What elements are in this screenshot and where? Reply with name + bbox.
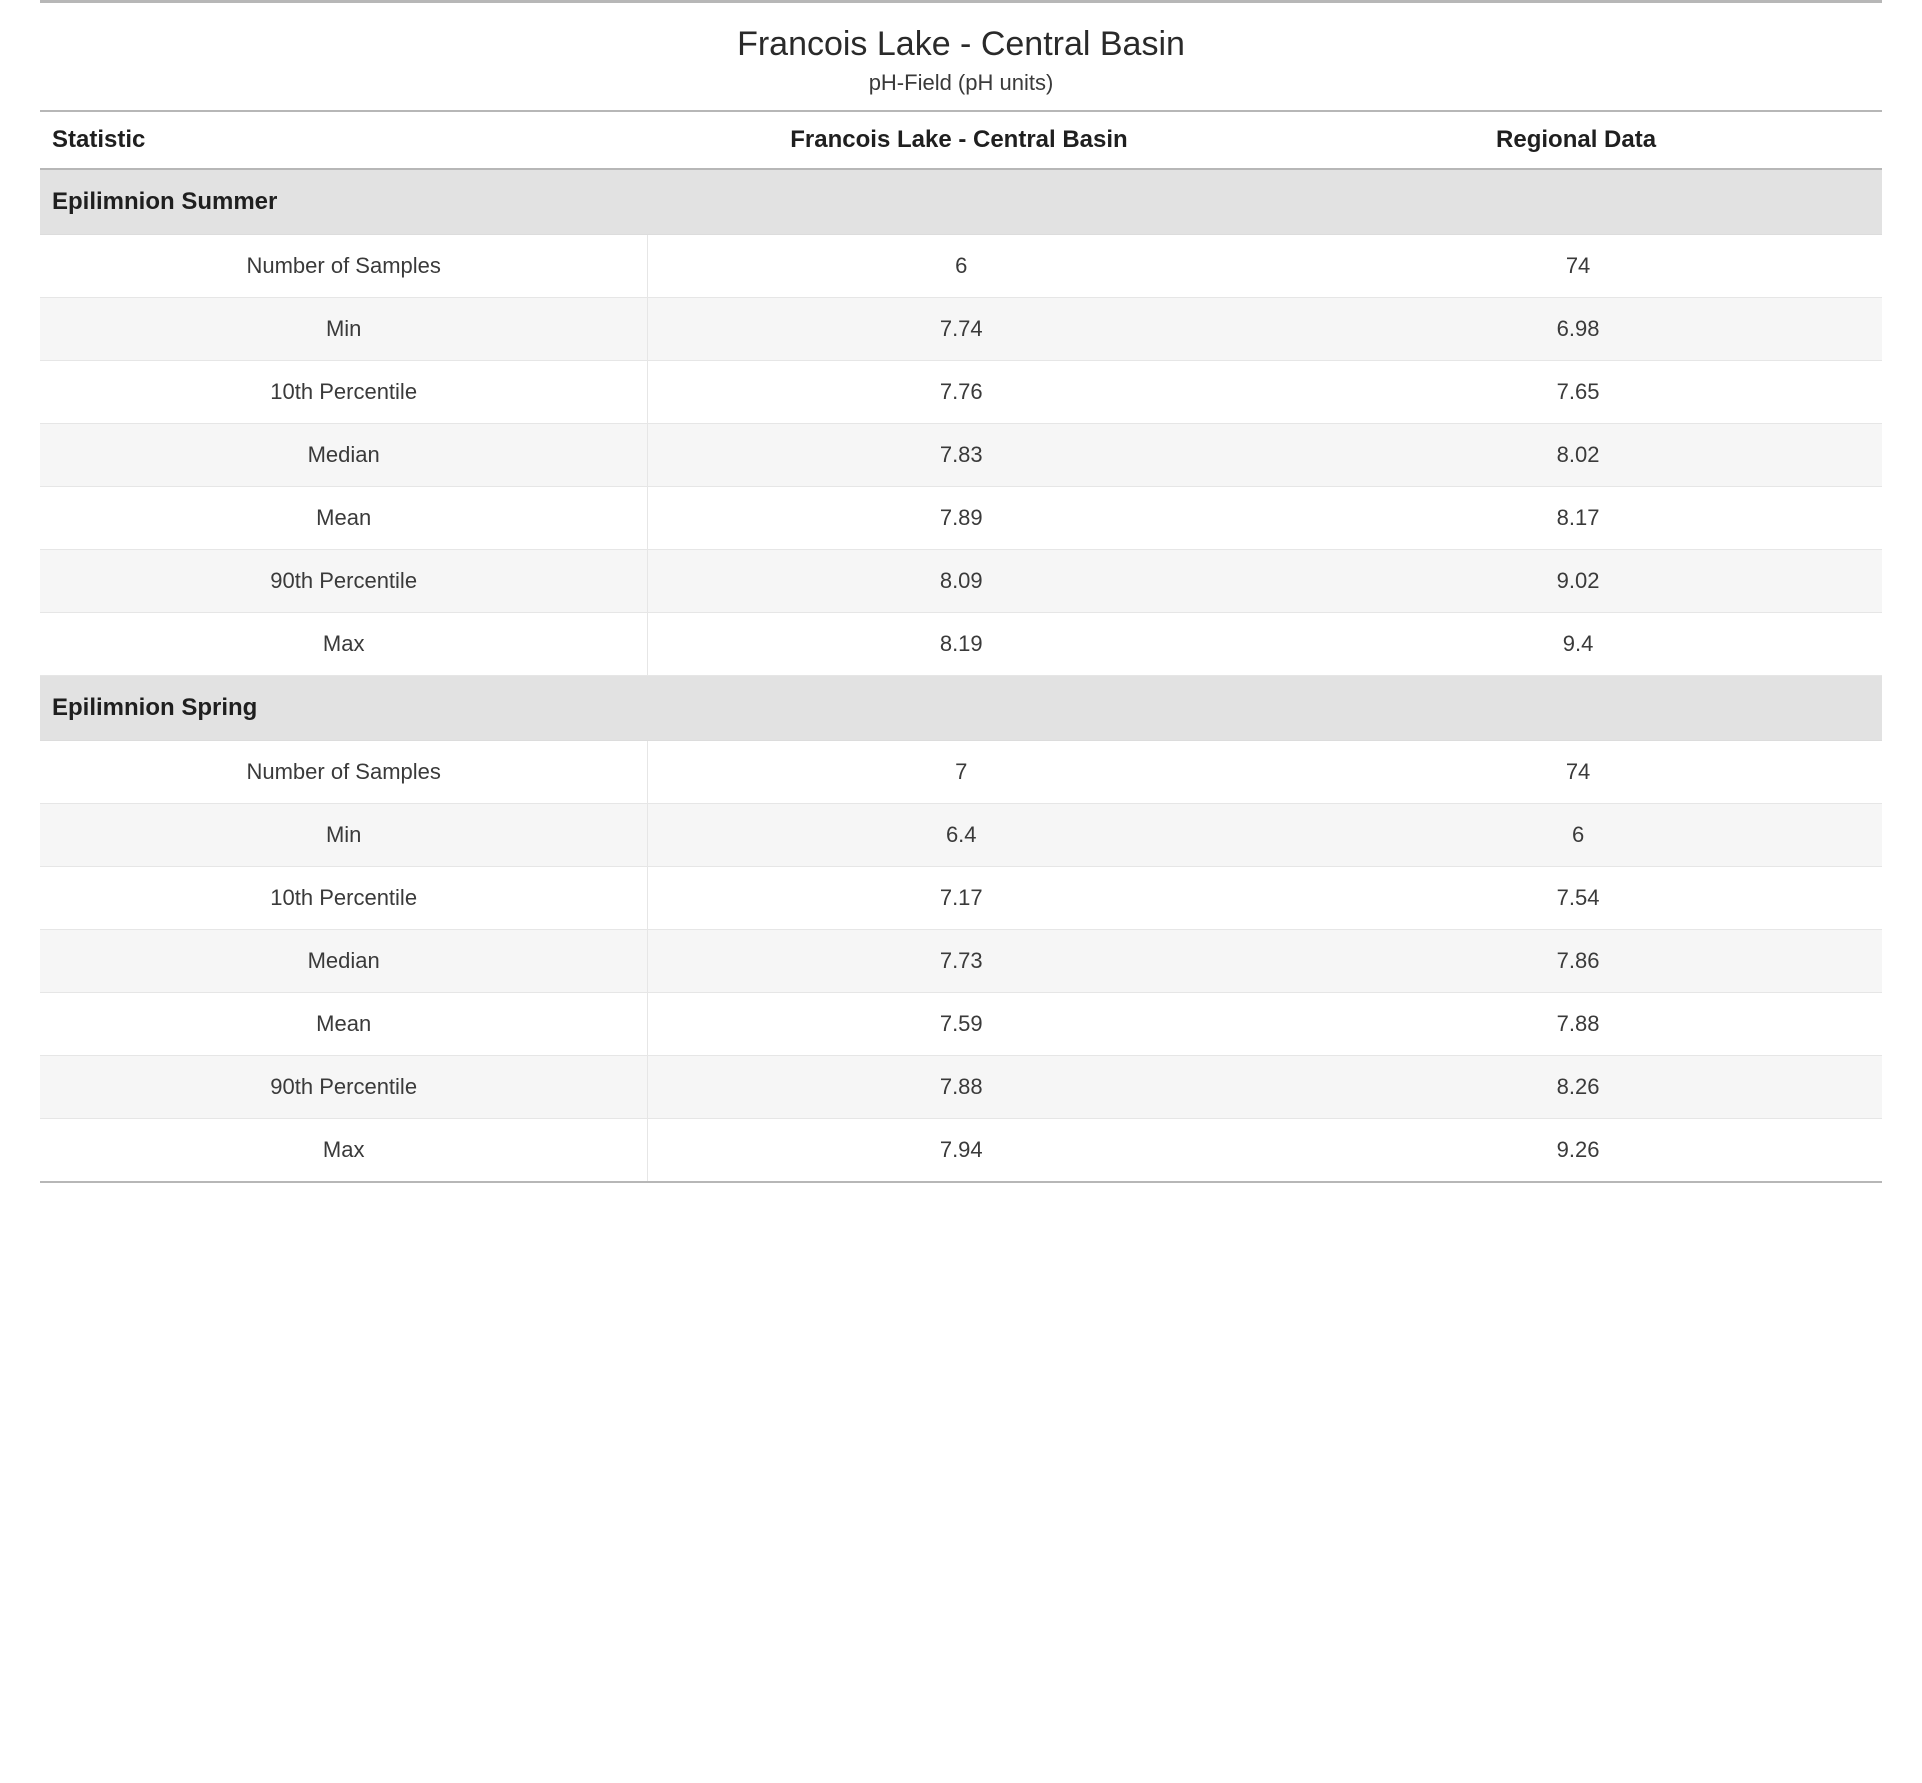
table-row: Number of Samples774	[40, 741, 1882, 804]
table-row: 90th Percentile7.888.26	[40, 1056, 1882, 1119]
page-subtitle: pH-Field (pH units)	[40, 70, 1882, 96]
site-value-cell: 7.83	[648, 424, 1274, 487]
title-block: Francois Lake - Central Basin pH-Field (…	[40, 0, 1882, 110]
col-header-site: Francois Lake - Central Basin	[648, 111, 1274, 169]
table-body: Epilimnion SummerNumber of Samples674Min…	[40, 169, 1882, 1182]
stat-name-cell: 10th Percentile	[40, 361, 648, 424]
section-header: Epilimnion Summer	[40, 169, 1882, 235]
table-row: Mean7.898.17	[40, 487, 1882, 550]
stat-name-cell: Max	[40, 613, 648, 676]
table-row: Max7.949.26	[40, 1119, 1882, 1183]
region-value-cell: 6	[1274, 804, 1882, 867]
site-value-cell: 7.17	[648, 867, 1274, 930]
table-row: 90th Percentile8.099.02	[40, 550, 1882, 613]
site-value-cell: 7	[648, 741, 1274, 804]
stat-name-cell: Min	[40, 298, 648, 361]
region-value-cell: 6.98	[1274, 298, 1882, 361]
section-header: Epilimnion Spring	[40, 676, 1882, 741]
section-title: Epilimnion Spring	[40, 676, 1882, 741]
page-title: Francois Lake - Central Basin	[40, 25, 1882, 64]
site-value-cell: 6.4	[648, 804, 1274, 867]
stat-name-cell: Number of Samples	[40, 235, 648, 298]
region-value-cell: 7.65	[1274, 361, 1882, 424]
site-value-cell: 8.19	[648, 613, 1274, 676]
region-value-cell: 7.88	[1274, 993, 1882, 1056]
stat-name-cell: Median	[40, 930, 648, 993]
table-row: Median7.838.02	[40, 424, 1882, 487]
region-value-cell: 9.26	[1274, 1119, 1882, 1183]
table-header-row: Statistic Francois Lake - Central Basin …	[40, 111, 1882, 169]
table-row: Min6.46	[40, 804, 1882, 867]
report-page: Francois Lake - Central Basin pH-Field (…	[0, 0, 1922, 1783]
table-row: Number of Samples674	[40, 235, 1882, 298]
stat-name-cell: Mean	[40, 487, 648, 550]
stat-name-cell: Min	[40, 804, 648, 867]
region-value-cell: 9.02	[1274, 550, 1882, 613]
region-value-cell: 74	[1274, 741, 1882, 804]
table-row: Min7.746.98	[40, 298, 1882, 361]
stat-name-cell: 90th Percentile	[40, 550, 648, 613]
site-value-cell: 7.88	[648, 1056, 1274, 1119]
stat-name-cell: 10th Percentile	[40, 867, 648, 930]
region-value-cell: 8.26	[1274, 1056, 1882, 1119]
site-value-cell: 6	[648, 235, 1274, 298]
stats-table: Statistic Francois Lake - Central Basin …	[40, 110, 1882, 1183]
section-title: Epilimnion Summer	[40, 169, 1882, 235]
site-value-cell: 7.59	[648, 993, 1274, 1056]
stat-name-cell: Max	[40, 1119, 648, 1183]
table-row: Mean7.597.88	[40, 993, 1882, 1056]
table-row: 10th Percentile7.177.54	[40, 867, 1882, 930]
region-value-cell: 9.4	[1274, 613, 1882, 676]
table-row: Max8.199.4	[40, 613, 1882, 676]
table-row: 10th Percentile7.767.65	[40, 361, 1882, 424]
region-value-cell: 8.02	[1274, 424, 1882, 487]
stat-name-cell: Mean	[40, 993, 648, 1056]
stat-name-cell: Median	[40, 424, 648, 487]
site-value-cell: 8.09	[648, 550, 1274, 613]
region-value-cell: 7.86	[1274, 930, 1882, 993]
site-value-cell: 7.74	[648, 298, 1274, 361]
table-row: Median7.737.86	[40, 930, 1882, 993]
region-value-cell: 8.17	[1274, 487, 1882, 550]
col-header-region: Regional Data	[1274, 111, 1882, 169]
site-value-cell: 7.76	[648, 361, 1274, 424]
region-value-cell: 7.54	[1274, 867, 1882, 930]
site-value-cell: 7.94	[648, 1119, 1274, 1183]
site-value-cell: 7.89	[648, 487, 1274, 550]
stat-name-cell: 90th Percentile	[40, 1056, 648, 1119]
stat-name-cell: Number of Samples	[40, 741, 648, 804]
site-value-cell: 7.73	[648, 930, 1274, 993]
col-header-statistic: Statistic	[40, 111, 648, 169]
region-value-cell: 74	[1274, 235, 1882, 298]
